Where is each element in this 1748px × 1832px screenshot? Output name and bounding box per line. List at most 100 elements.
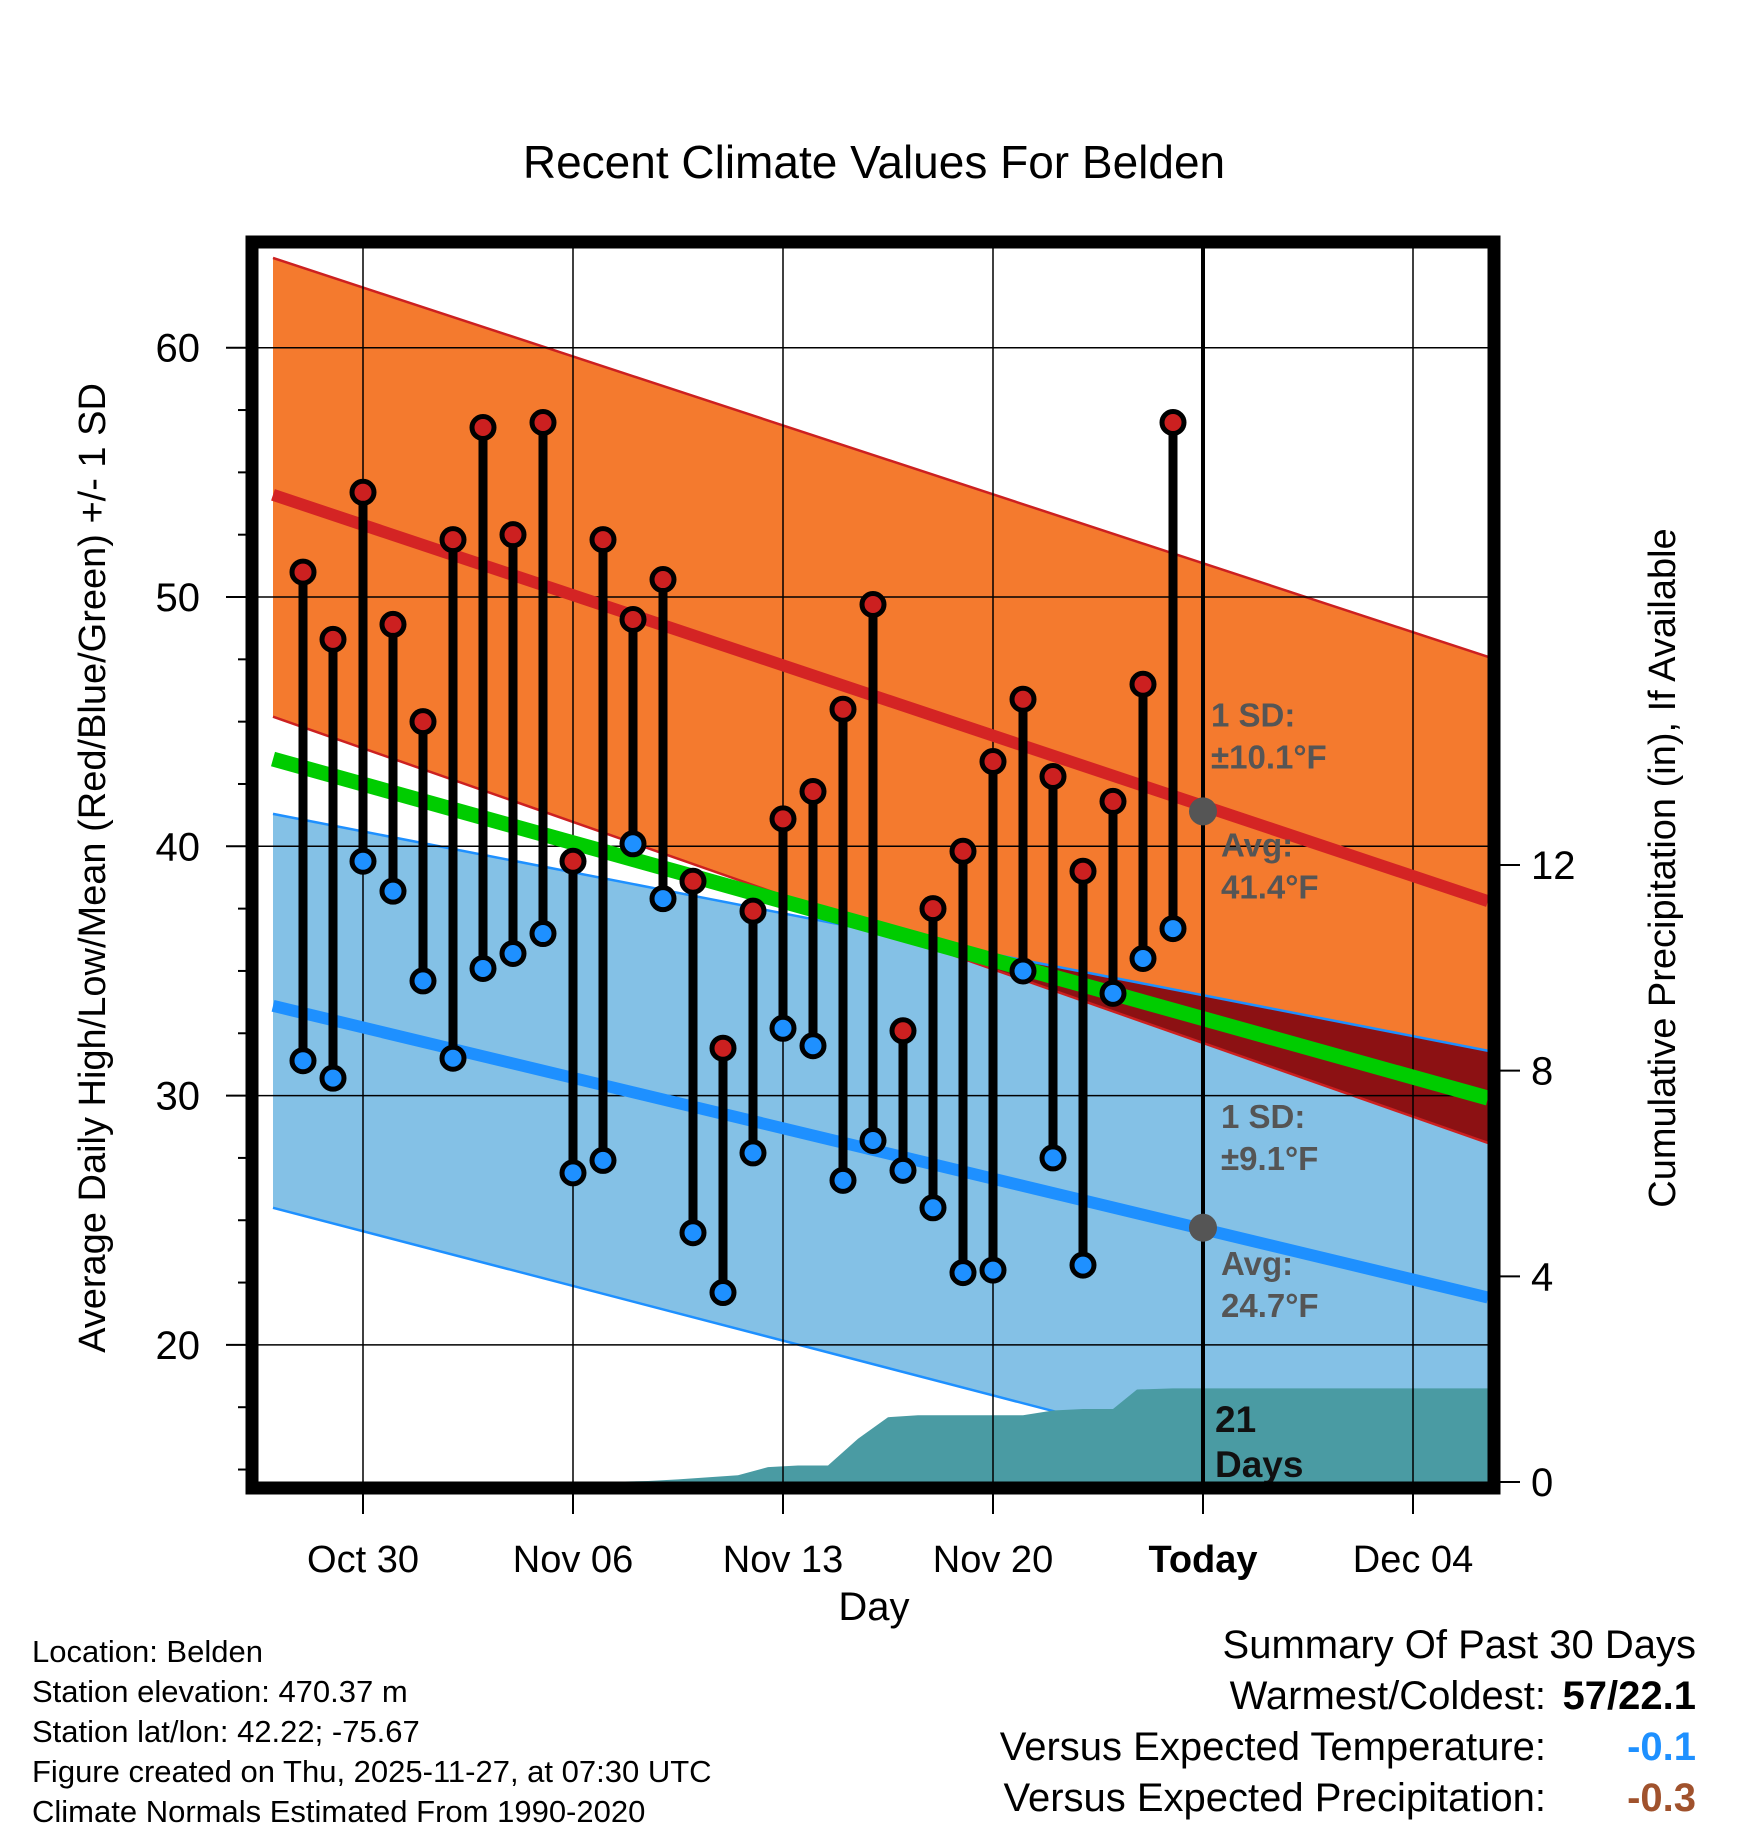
daily-high-point	[679, 867, 707, 895]
created-text: Figure created on Thu, 2025-11-27, at 07…	[32, 1754, 712, 1789]
x-tick-label: Nov 13	[723, 1539, 843, 1581]
summary-title: Summary Of Past 30 Days	[1222, 1623, 1696, 1667]
daily-low-point	[529, 920, 557, 948]
plot-area: 1 SD: ±10.1°F Avg: 41.4°F 1 SD: ±9.1°F Avg: 24.…	[258, 248, 1488, 1485]
low-sd-annotation-line: ±9.1°F	[1221, 1140, 1318, 1177]
y-right-tick-label: 8	[1531, 1050, 1553, 1094]
daily-low-point	[619, 830, 647, 858]
plot-content: 1 SD: ±10.1°F Avg: 41.4°F 1 SD: ±9.1°F Avg: 24.…	[258, 248, 1488, 1485]
daily-high-point	[529, 409, 557, 437]
x-axis-label: Day	[838, 1585, 909, 1629]
high-avg-marker	[1189, 797, 1217, 826]
x-tick-label: Nov 06	[513, 1539, 633, 1581]
summary-precip-row: Versus Expected Precipitation: -0.3	[1000, 1773, 1696, 1824]
high-avg-annotation-line: Avg:	[1221, 826, 1293, 863]
chart-title: Recent Climate Values For Belden	[523, 136, 1225, 188]
daily-low-point	[379, 877, 407, 905]
temp-departure-label: Versus Expected Temperature:	[999, 1725, 1546, 1769]
daily-high-point	[709, 1034, 737, 1062]
temp-departure-value: -0.1	[1627, 1725, 1696, 1769]
low-sd-annotation: 1 SD: ±9.1°F	[1221, 1098, 1318, 1177]
high-avg-annotation: Avg: 41.4°F	[1221, 826, 1319, 905]
daily-high-point	[499, 521, 527, 549]
daily-high-point	[379, 610, 407, 638]
days-count-annotation-line: Days	[1215, 1444, 1303, 1485]
y-right-tick-label: 0	[1531, 1461, 1553, 1505]
daily-low-point	[1039, 1144, 1067, 1172]
high-sd-annotation-line: ±10.1°F	[1211, 739, 1327, 776]
x-tick-label: Today	[1148, 1539, 1257, 1581]
days-count-annotation-line: 21	[1215, 1399, 1256, 1440]
plot-frame	[245, 235, 1501, 1495]
daily-high-point	[979, 748, 1007, 776]
daily-low-point	[859, 1126, 887, 1154]
y-tick-label: 50	[156, 576, 201, 620]
daily-low-point	[409, 967, 437, 995]
precip-area	[273, 1388, 1488, 1482]
y-axis-label-left: Average Daily High/Low/Mean (Red/Blue/Gr…	[72, 383, 114, 1353]
low-avg-marker	[1189, 1213, 1217, 1242]
daily-high-point	[619, 605, 647, 633]
daily-high-point	[469, 413, 497, 441]
precip-departure-label: Versus Expected Precipitation:	[1003, 1776, 1546, 1820]
daily-low-point	[589, 1146, 617, 1174]
low-avg-annotation: Avg: 24.7°F	[1221, 1245, 1319, 1324]
x-tick-label: Oct 30	[307, 1539, 419, 1581]
x-tick-label: Dec 04	[1353, 1539, 1473, 1581]
y-tick-label: 60	[156, 327, 201, 371]
daily-high-point	[649, 566, 677, 594]
daily-high-point	[949, 837, 977, 865]
warmest-value: 57/22.1	[1562, 1674, 1696, 1718]
daily-high-point	[1009, 685, 1037, 713]
daily-low-point	[559, 1159, 587, 1187]
y-tick-label: 30	[156, 1075, 201, 1119]
daily-high-point	[1129, 670, 1157, 698]
daily-high-point	[349, 478, 377, 506]
daily-high-point	[289, 558, 317, 586]
daily-low-point	[469, 954, 497, 982]
daily-high-point	[1099, 787, 1127, 815]
daily-low-point	[1009, 957, 1037, 985]
low-avg-annotation-line: 24.7°F	[1221, 1287, 1319, 1324]
low-sd-annotation-line: 1 SD:	[1221, 1098, 1305, 1135]
daily-high-point	[859, 590, 887, 618]
latlon-text: Station lat/lon: 42.22; -75.67	[32, 1714, 420, 1749]
daily-high-point	[919, 895, 947, 923]
y-tick-label: 40	[156, 825, 201, 869]
daily-low-point	[679, 1219, 707, 1247]
daily-high-point	[769, 805, 797, 833]
y-axis-label-right: Cumulative Precipitation (in), If Availa…	[1642, 528, 1684, 1207]
precip-departure-value: -0.3	[1627, 1776, 1696, 1820]
daily-high-point	[319, 625, 347, 653]
daily-high-point	[589, 526, 617, 554]
daily-low-point	[1099, 979, 1127, 1007]
daily-high-point	[439, 526, 467, 554]
high-upper-sd-edge	[272, 256, 1488, 659]
station-info: Location: Belden Station elevation: 470.…	[32, 1632, 712, 1832]
daily-high-point	[889, 1017, 917, 1045]
daily-high-point	[1039, 763, 1067, 791]
warmest-label: Warmest/Coldest:	[1229, 1674, 1546, 1718]
location-text: Location: Belden	[32, 1634, 263, 1669]
daily-low-point	[439, 1044, 467, 1072]
daily-low-point	[499, 939, 527, 967]
daily-low-point	[799, 1032, 827, 1060]
daily-low-point	[919, 1194, 947, 1222]
daily-low-point	[1069, 1251, 1097, 1279]
daily-low-point	[829, 1166, 857, 1194]
daily-low-point	[949, 1259, 977, 1287]
summary-temp-row: Versus Expected Temperature: -0.1	[1000, 1722, 1696, 1773]
daily-high-point	[739, 897, 767, 925]
daily-low-point	[649, 885, 677, 913]
high-sd-annotation: 1 SD: ±10.1°F	[1211, 697, 1327, 776]
daily-low-point	[709, 1279, 737, 1307]
daily-low-point	[349, 847, 377, 875]
low-avg-annotation-line: Avg:	[1221, 1245, 1293, 1282]
daily-low-point	[1159, 915, 1187, 943]
daily-high-point	[409, 708, 437, 736]
normals-text: Climate Normals Estimated From 1990-2020	[32, 1794, 646, 1829]
daily-low-point	[889, 1156, 917, 1184]
daily-high-point	[829, 695, 857, 723]
daily-low-point	[289, 1047, 317, 1075]
